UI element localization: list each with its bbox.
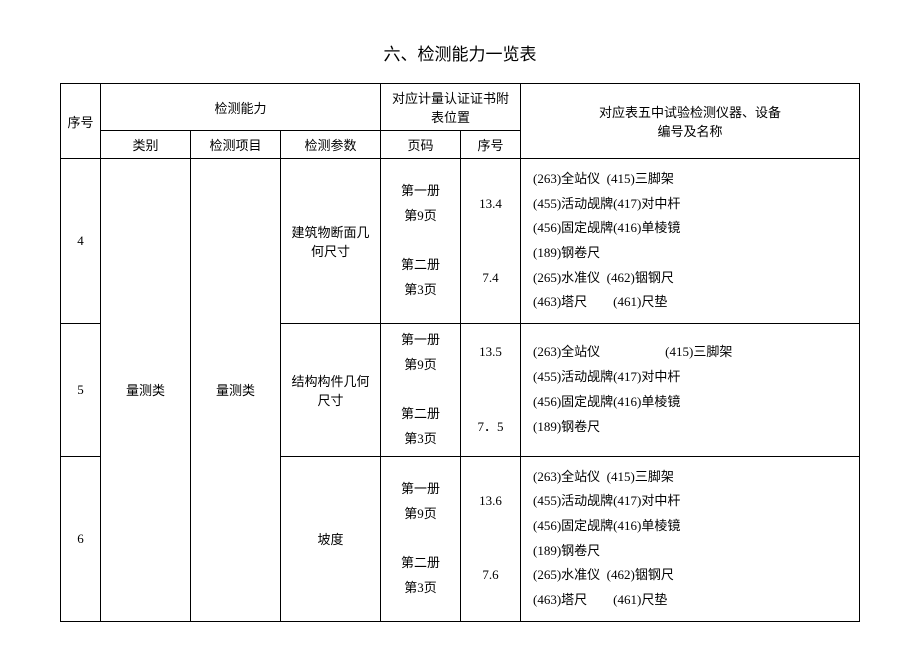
cell-page: 第一册 第9页 第二册 第3页: [381, 159, 461, 324]
cell-instruments: (263)全站仪 (415)三脚架 (455)活动觇牌(417)对中杆 (456…: [521, 456, 860, 621]
th-capability: 检测能力: [101, 84, 381, 131]
cell-page: 第一册 第9页 第二册 第3页: [381, 324, 461, 456]
th-seq: 序号: [61, 84, 101, 159]
cell-seq: 4: [61, 159, 101, 324]
cell-page: 第一册 第9页 第二册 第3页: [381, 456, 461, 621]
cell-sub: 13.5 7．5: [461, 324, 521, 456]
cell-sub: 13.6 7.6: [461, 456, 521, 621]
cell-seq: 6: [61, 456, 101, 621]
cell-param: 建筑物断面几何尺寸: [281, 159, 381, 324]
cell-item: 量测类: [191, 159, 281, 622]
th-param: 检测参数: [281, 131, 381, 159]
cell-param: 结构构件几何尺寸: [281, 324, 381, 456]
th-item: 检测项目: [191, 131, 281, 159]
th-page: 页码: [381, 131, 461, 159]
table-header-row-1: 序号 检测能力 对应计量认证证书附表位置 对应表五中试验检测仪器、设备 编号及名…: [61, 84, 860, 131]
cell-instruments: (263)全站仪 (415)三脚架 (455)活动觇牌(417)对中杆 (456…: [521, 159, 860, 324]
cell-cat: 量测类: [101, 159, 191, 622]
cell-sub: 13.4 7.4: [461, 159, 521, 324]
capability-table: 序号 检测能力 对应计量认证证书附表位置 对应表五中试验检测仪器、设备 编号及名…: [60, 83, 860, 622]
th-cat: 类别: [101, 131, 191, 159]
cell-param: 坡度: [281, 456, 381, 621]
th-sub: 序号: [461, 131, 521, 159]
th-instruments: 对应表五中试验检测仪器、设备 编号及名称: [521, 84, 860, 159]
cell-seq: 5: [61, 324, 101, 456]
th-loc: 对应计量认证证书附表位置: [381, 84, 521, 131]
page-title: 六、检测能力一览表: [60, 40, 860, 65]
table-row: 4 量测类 量测类 建筑物断面几何尺寸 第一册 第9页 第二册 第3页 13.4…: [61, 159, 860, 324]
cell-instruments: (263)全站仪 (415)三脚架 (455)活动觇牌(417)对中杆 (456…: [521, 324, 860, 456]
